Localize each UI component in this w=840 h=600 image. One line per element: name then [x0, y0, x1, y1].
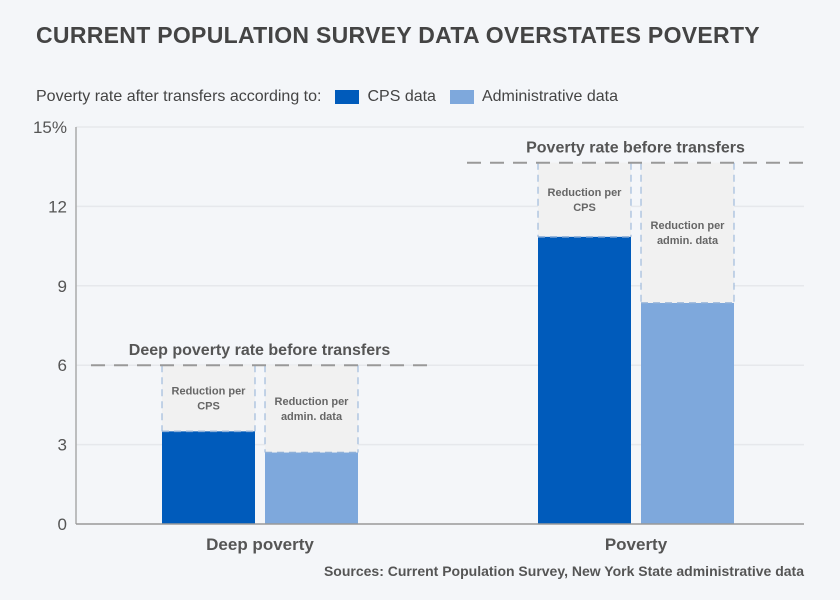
reduction-label: CPS	[197, 400, 220, 412]
reduction-label: CPS	[573, 202, 596, 214]
source-note: Sources: Current Population Survey, New …	[323, 563, 804, 579]
before-transfers-label: Poverty rate before transfers	[526, 140, 745, 157]
bar-cps	[538, 236, 631, 524]
legend: Poverty rate after transfers according t…	[36, 88, 618, 106]
before-transfers-label: Deep poverty rate before transfers	[129, 342, 391, 359]
reduction-label: Reduction per	[275, 396, 350, 408]
y-tick-label: 12	[48, 197, 67, 216]
y-tick-label: 3	[58, 436, 67, 455]
category-label: Poverty	[605, 535, 668, 554]
reduction-label: Reduction per	[548, 187, 623, 199]
y-tick-label: 15%	[33, 118, 67, 137]
legend-label-admin: Administrative data	[481, 88, 619, 105]
y-tick-label: 6	[58, 356, 67, 375]
bar-admin	[265, 452, 358, 524]
reduction-area	[538, 162, 631, 237]
reduction-area	[162, 365, 255, 432]
category-label: Deep poverty	[206, 535, 314, 554]
y-tick-label: 0	[58, 515, 67, 534]
legend-label-cps: CPS data	[367, 88, 436, 105]
bar-admin	[641, 303, 734, 524]
reduction-label: Reduction per	[651, 220, 726, 232]
legend-swatch-admin	[449, 90, 474, 104]
reduction-label: admin. data	[281, 411, 343, 423]
y-tick-label: 9	[58, 277, 67, 296]
reduction-label: Reduction per	[172, 385, 247, 397]
legend-swatch-cps	[335, 90, 360, 104]
chart-title: CURRENT POPULATION SURVEY DATA OVERSTATE…	[36, 22, 760, 48]
reduction-area	[641, 162, 734, 304]
reduction-area	[265, 365, 358, 453]
legend-prefix: Poverty rate after transfers according t…	[36, 88, 322, 105]
bar-cps	[162, 431, 255, 524]
reduction-label: admin. data	[657, 235, 719, 247]
